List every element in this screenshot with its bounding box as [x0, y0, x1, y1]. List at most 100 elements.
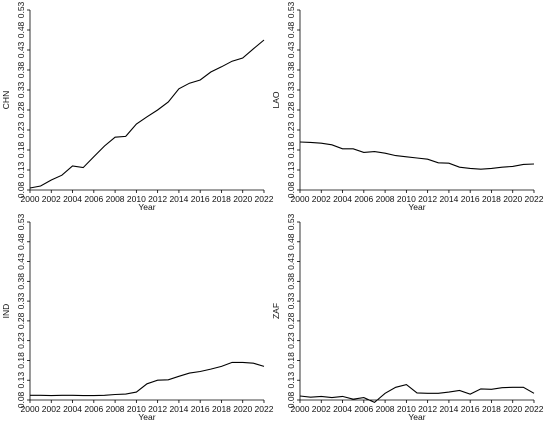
x-tick-label: 2010 [397, 194, 416, 204]
y-tick-label: 0.53 [286, 213, 296, 230]
y-tick-label: 0.53 [16, 213, 26, 230]
y-tick-label: 0.28 [286, 312, 296, 329]
y-tick-label: 0.08 [286, 181, 296, 198]
x-tick-label: 2016 [191, 404, 210, 414]
x-tick-label: 2004 [63, 194, 82, 204]
y-tick-label: 0.38 [286, 61, 296, 78]
y-tick-label: 0.48 [16, 21, 26, 38]
x-tick-label: 2016 [191, 194, 210, 204]
x-tick-label: 2008 [106, 404, 125, 414]
x-tick-label: 2020 [503, 194, 522, 204]
y-tick-label: 0.23 [16, 332, 26, 349]
series-line-chn [29, 39, 265, 189]
x-tick-label: 2020 [503, 404, 522, 414]
chart-panel-lao: 0.08 0.13 0.18 0.23 0.28 0.33 0.38 0.43 0.48 0.53… [271, 1, 544, 212]
x-tick-label: 2012 [418, 404, 437, 414]
y-tick-label: 0.13 [286, 372, 296, 389]
y-tick-label: 0.33 [16, 81, 26, 98]
y-tick-label: 0.18 [286, 352, 296, 369]
x-tick-label: 2014 [439, 194, 458, 204]
y-tick-label: 0.38 [16, 273, 26, 290]
x-tick-label: 2008 [376, 404, 395, 414]
y-tick-label: 0.33 [286, 293, 296, 310]
y-tick-label: 0.53 [286, 1, 296, 18]
x-tick-label: 2000 [291, 194, 310, 204]
x-tick-label: 2010 [127, 194, 146, 204]
series-line-lao [299, 141, 535, 170]
y-tick-label: 0.33 [16, 293, 26, 310]
x-tick-label: 2002 [42, 194, 61, 204]
y-tick-label: 0.08 [16, 181, 26, 198]
x-tick-label: 2004 [333, 194, 352, 204]
series-line-zaf [299, 384, 535, 404]
x-tick-label: 2012 [148, 404, 167, 414]
x-tick-label: 2004 [63, 404, 82, 414]
chart-panel-zaf: 0.08 0.13 0.18 0.23 0.28 0.33 0.38 0.43 0.48 0.53… [271, 213, 544, 422]
y-axis-title: CHN [1, 91, 11, 109]
x-tick-label: 2002 [312, 194, 331, 204]
y-tick-label: 0.13 [16, 372, 26, 389]
x-tick-label: 2008 [376, 194, 395, 204]
x-tick-label: 2018 [212, 404, 231, 414]
x-tick-label: 2016 [461, 194, 480, 204]
x-tick-label: 2012 [418, 194, 437, 204]
y-tick-label: 0.53 [16, 1, 26, 18]
x-axis-title: Year [138, 202, 155, 212]
y-tick-label: 0.43 [286, 41, 296, 58]
y-tick-label: 0.13 [16, 161, 26, 178]
x-tick-label: 2012 [148, 194, 167, 204]
x-tick-label: 2010 [397, 404, 416, 414]
y-tick-label: 0.28 [16, 101, 26, 118]
x-tick-label: 2010 [127, 404, 146, 414]
x-tick-label: 2018 [482, 404, 501, 414]
y-tick-label: 0.38 [16, 61, 26, 78]
x-tick-label: 2020 [233, 404, 252, 414]
y-tick-label: 0.38 [286, 273, 296, 290]
x-tick-label: 2002 [312, 404, 331, 414]
y-tick-label: 0.43 [16, 41, 26, 58]
y-tick-label: 0.23 [16, 121, 26, 138]
x-tick-label: 2014 [169, 194, 188, 204]
x-axis-title: Year [408, 202, 425, 212]
y-tick-label: 0.18 [286, 141, 296, 158]
chart-panel-ind: 0.08 0.13 0.18 0.23 0.28 0.33 0.38 0.43 0.48 0.53… [1, 213, 274, 422]
x-tick-label: 2002 [42, 404, 61, 414]
x-tick-label: 2022 [255, 404, 274, 414]
y-tick-label: 0.48 [16, 233, 26, 250]
y-tick-label: 0.48 [286, 21, 296, 38]
x-tick-label: 2022 [525, 194, 544, 204]
x-tick-label: 2006 [84, 404, 103, 414]
y-tick-label: 0.18 [16, 352, 26, 369]
y-tick-label: 0.08 [16, 391, 26, 408]
y-axis-title: LAO [271, 91, 281, 108]
x-tick-label: 2018 [482, 194, 501, 204]
y-tick-label: 0.43 [286, 253, 296, 270]
x-tick-label: 2018 [212, 194, 231, 204]
x-axis-title: Year [408, 412, 425, 422]
y-tick-label: 0.48 [286, 233, 296, 250]
x-tick-label: 2022 [525, 404, 544, 414]
y-tick-label: 0.18 [16, 141, 26, 158]
y-tick-label: 0.28 [286, 101, 296, 118]
x-tick-label: 2000 [21, 194, 40, 204]
x-tick-label: 2008 [106, 194, 125, 204]
x-axis-title: Year [138, 412, 155, 422]
y-tick-label: 0.33 [286, 81, 296, 98]
x-tick-label: 2006 [354, 404, 373, 414]
y-axis-title: IND [1, 304, 11, 319]
chart-panel-chn: 0.08 0.13 0.18 0.23 0.28 0.33 0.38 0.43 0.48 0.53… [1, 1, 274, 212]
x-tick-label: 2020 [233, 194, 252, 204]
y-tick-label: 0.08 [286, 391, 296, 408]
x-tick-label: 2000 [21, 404, 40, 414]
series-line-ind [30, 361, 265, 397]
y-tick-label: 0.28 [16, 312, 26, 329]
y-tick-label: 0.23 [286, 332, 296, 349]
y-tick-label: 0.13 [286, 161, 296, 178]
x-tick-label: 2006 [354, 194, 373, 204]
x-tick-label: 2000 [291, 404, 310, 414]
x-tick-label: 2016 [461, 404, 480, 414]
y-tick-label: 0.43 [16, 253, 26, 270]
x-tick-label: 2004 [333, 404, 352, 414]
y-tick-label: 0.23 [286, 121, 296, 138]
x-tick-label: 2014 [169, 404, 188, 414]
